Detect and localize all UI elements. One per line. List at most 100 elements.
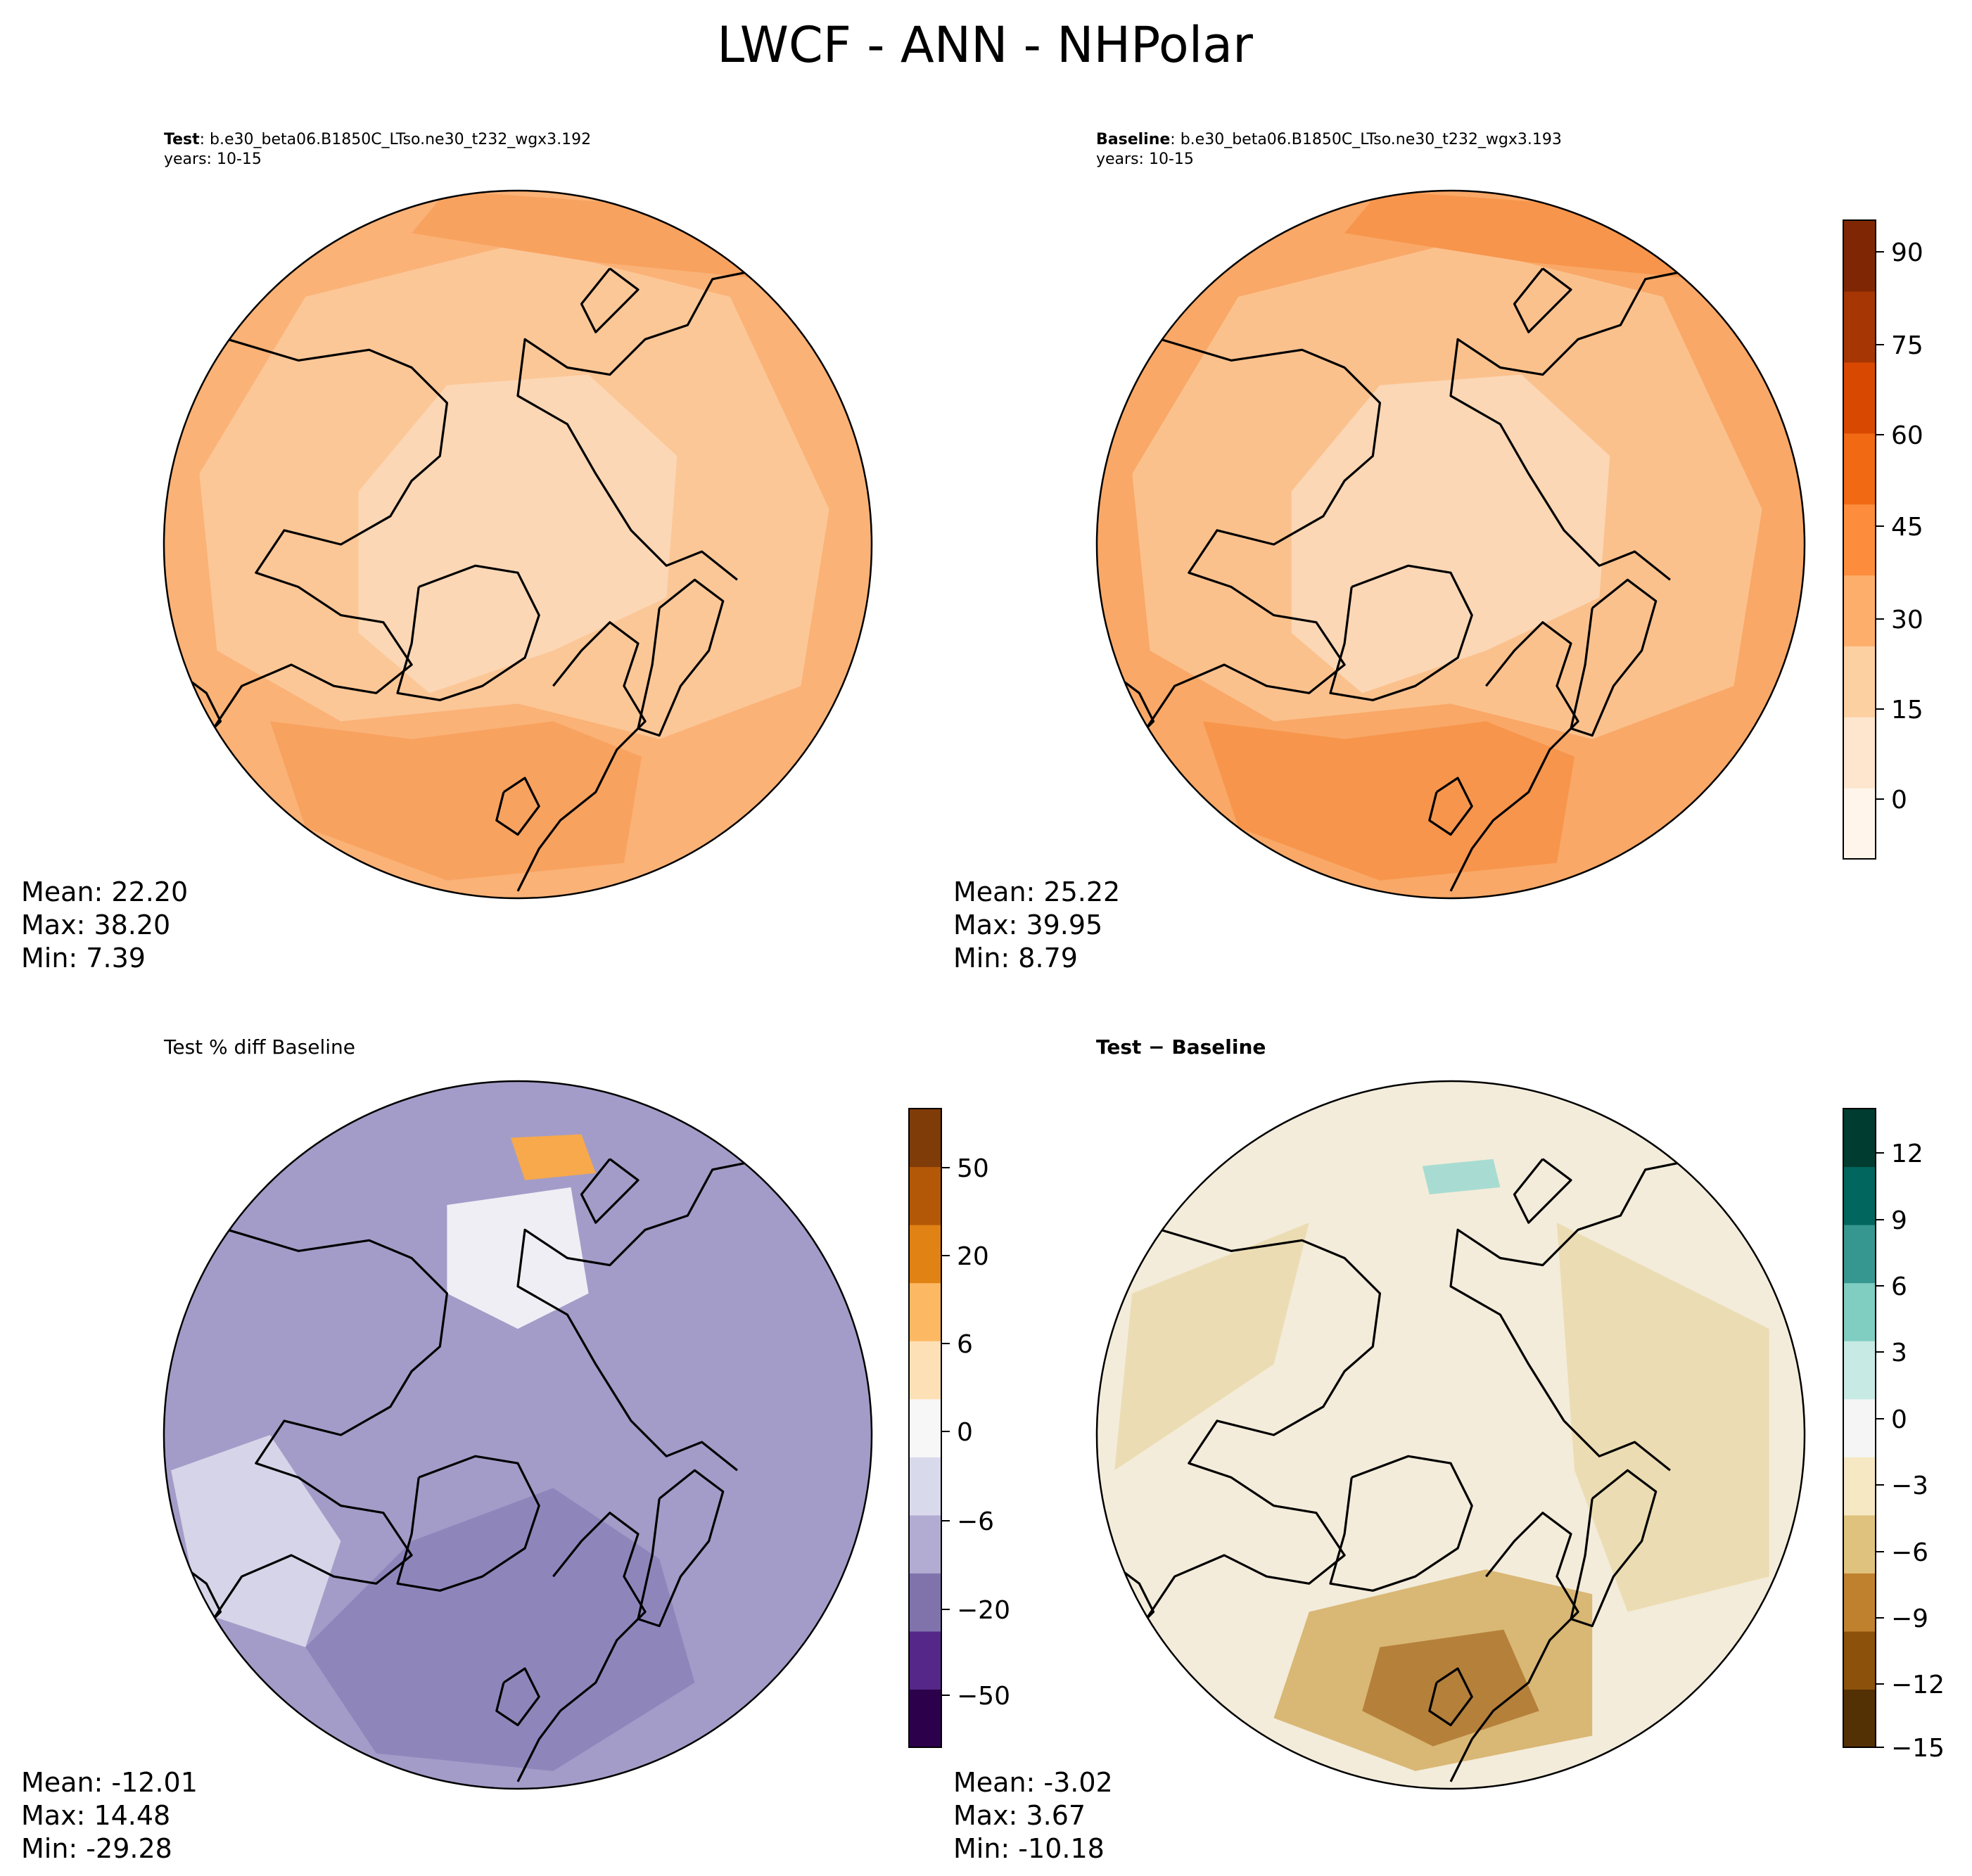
map-boundary <box>1095 189 1806 900</box>
colorbar-segment <box>1843 1109 1876 1168</box>
panel-diff: Test − Baseline Mean: -3.02 Max: 3.67 Mi… <box>953 1035 1945 1864</box>
coastline <box>516 1158 766 1472</box>
map-field <box>164 1081 872 1789</box>
panel-baseline-max: Max: 39.95 <box>953 910 1102 940</box>
map-boundary <box>163 1080 873 1790</box>
colorbar-segment <box>1843 1514 1876 1574</box>
field-atlantic <box>1202 721 1575 881</box>
panel-pctdiff-max: Max: 14.48 <box>21 1800 170 1831</box>
colorbar-segment <box>909 1341 941 1400</box>
map-field <box>164 191 872 898</box>
coastline <box>1428 1667 1473 1727</box>
colorbar-segment <box>1843 1689 1876 1748</box>
panel-baseline-title: Baseline: b.e30_beta06.B1850C_LTso.ne30_… <box>1096 131 1562 148</box>
field-positive <box>1422 1159 1501 1194</box>
colorbar-tick-label: −12 <box>1891 1671 1945 1699</box>
colorbar-segment <box>1843 646 1876 717</box>
colorbar-segment <box>1843 1225 1876 1284</box>
colorbar-segment <box>1843 1457 1876 1516</box>
panel-diff-mean: Mean: -3.02 <box>953 1767 1113 1798</box>
colorbar-tick-label: 45 <box>1891 513 1923 542</box>
figure-title: LWCF - ANN - NHPolar <box>717 16 1253 74</box>
field-polar <box>358 374 678 694</box>
panel-pctdiff: Test % diff Baseline Mean: -12.01 Max: 1… <box>21 1035 1010 1864</box>
colorbar-tick-label: 3 <box>1891 1339 1907 1367</box>
coastline <box>516 621 647 892</box>
colorbar-segment <box>1843 1573 1876 1632</box>
colorbar-pctdiff: 50 20 6 0 −6 −20 −50 <box>908 1108 1010 1748</box>
colorbar-tick-label: −9 <box>1891 1604 1928 1633</box>
field-polar <box>1291 374 1610 694</box>
panel-pctdiff-min: Min: -29.28 <box>21 1833 172 1864</box>
field-atlantic-dark <box>1362 1629 1539 1747</box>
coastline <box>1428 777 1473 836</box>
coastline <box>1329 1455 1473 1592</box>
panel-diff-map <box>1095 1080 1806 1790</box>
colorbar-tick-label: 50 <box>957 1154 989 1183</box>
panel-test-title-case: : b.e30_beta06.B1850C_LTso.ne30_t232_wgx… <box>200 131 592 148</box>
colorbar-tick-label: 0 <box>1891 786 1907 815</box>
colorbar-segment <box>1843 1398 1876 1457</box>
colorbar-tick-label: −3 <box>1891 1472 1928 1500</box>
colorbar-segment <box>1843 504 1876 576</box>
panel-baseline: Baseline: b.e30_beta06.B1850C_LTso.ne30_… <box>953 131 1923 974</box>
coastline <box>1513 267 1572 333</box>
panel-test-title: Test: b.e30_beta06.B1850C_LTso.ne30_t232… <box>164 131 591 148</box>
coastlines <box>177 1158 766 1782</box>
coastline <box>212 1228 448 1620</box>
coastline <box>495 1667 540 1727</box>
colorbar-segment <box>1843 717 1876 789</box>
panel-pctdiff-mean: Mean: -12.01 <box>21 1767 198 1798</box>
colorbar-segment <box>1843 1341 1876 1400</box>
coastline <box>396 1455 540 1592</box>
coastline <box>580 1158 640 1224</box>
colorbar-tick-label: 12 <box>1891 1140 1923 1168</box>
colorbar-segment <box>909 1166 941 1225</box>
coastlines <box>1110 267 1699 892</box>
colorbar-tick-label: 20 <box>957 1242 989 1271</box>
colorbar-segment <box>909 1282 941 1341</box>
coastline <box>1449 621 1579 892</box>
colorbar-segment <box>1843 291 1876 363</box>
panel-diff-max: Max: 3.67 <box>953 1800 1086 1831</box>
colorbar-segment <box>909 1631 941 1690</box>
panel-test-mean: Mean: 22.20 <box>21 876 188 907</box>
colorbar-segment <box>909 1225 941 1284</box>
colorbar-tick-label: 9 <box>1891 1206 1907 1235</box>
panel-test-max: Max: 38.20 <box>21 910 170 940</box>
coastline <box>396 564 540 701</box>
coastline <box>212 338 448 729</box>
field-positive <box>510 1134 596 1180</box>
colorbar-segment <box>909 1573 941 1632</box>
field-near-zero <box>447 1187 589 1329</box>
field-west <box>1114 1223 1309 1471</box>
coastline <box>1449 267 1699 581</box>
coastline <box>637 578 725 737</box>
colorbar-tick-label: 90 <box>1891 238 1923 267</box>
panel-test: Test: b.e30_beta06.B1850C_LTso.ne30_t232… <box>21 131 873 974</box>
colorbar-segment <box>1843 1166 1876 1225</box>
colorbar-frame <box>908 1108 942 1748</box>
coastline <box>516 1512 647 1782</box>
colorbar-segment <box>1843 575 1876 646</box>
colorbar-tick-label: 0 <box>1891 1405 1907 1434</box>
colorbar-frame <box>1843 219 1876 860</box>
coastline <box>1449 1158 1699 1472</box>
colorbar-segment <box>1843 362 1876 434</box>
panel-baseline-years: years: 10-15 <box>1096 151 1194 168</box>
colorbar-tick-label: −15 <box>1891 1734 1945 1763</box>
panel-test-title-label: Test <box>164 131 200 148</box>
colorbar-segment <box>909 1398 941 1457</box>
panel-test-min: Min: 7.39 <box>21 943 146 974</box>
map-boundary <box>1095 1080 1806 1790</box>
colorbar-segment <box>909 1457 941 1516</box>
panel-baseline-map <box>1095 189 1806 900</box>
colorbar-tick-label: −50 <box>957 1682 1010 1711</box>
coastline <box>1449 1512 1579 1782</box>
panel-test-map <box>163 189 873 900</box>
coastline <box>1513 1158 1572 1224</box>
coastline <box>1570 578 1658 737</box>
colorbar-segment <box>909 1109 941 1168</box>
colorbar-tick-label: 6 <box>957 1330 973 1359</box>
colorbar-segment <box>1843 433 1876 505</box>
